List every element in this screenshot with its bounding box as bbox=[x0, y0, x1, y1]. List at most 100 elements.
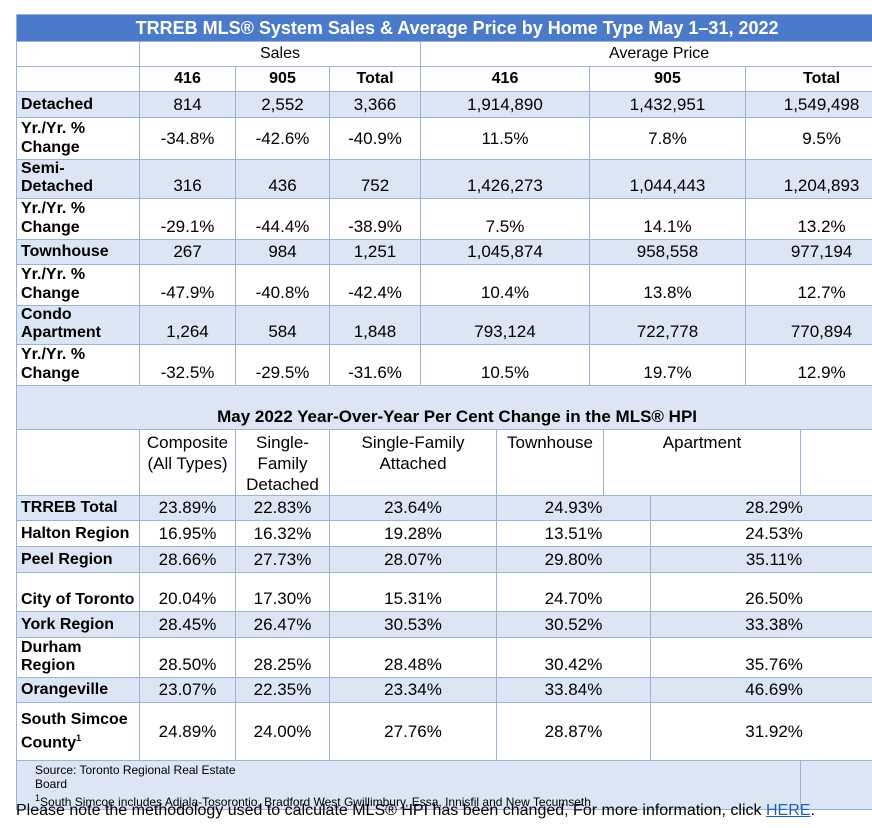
table-cell: -29.1% bbox=[139, 198, 236, 240]
table-cell: 958,558 bbox=[589, 239, 746, 265]
table-cell: 17.30% bbox=[235, 572, 330, 612]
table-row: City of Toronto 20.04% 17.30% 15.31% 24.… bbox=[16, 572, 872, 612]
table-cell: 19.28% bbox=[329, 520, 497, 547]
row-label: Durham Region bbox=[16, 637, 140, 678]
table-cell: 984 bbox=[235, 239, 330, 265]
table-cell: 20.04% bbox=[139, 572, 236, 612]
table-cell: 10.5% bbox=[420, 344, 590, 386]
table-cell: 28.50% bbox=[139, 637, 236, 678]
hpi-section-title: May 2022 Year-Over-Year Per Cent Change … bbox=[15, 385, 872, 430]
col-header-price-total: Total bbox=[744, 66, 872, 92]
row-label: Yr./Yr. % Change bbox=[16, 198, 140, 240]
here-link[interactable]: HERE bbox=[765, 802, 811, 819]
table-cell: 33.84% bbox=[496, 677, 651, 703]
table-cell: 23.64% bbox=[329, 495, 497, 521]
table-cell: 1,432,951 bbox=[589, 91, 746, 118]
table-cell: 26.47% bbox=[235, 611, 330, 638]
table-cell: 46.69% bbox=[649, 677, 872, 703]
table-cell: 15.31% bbox=[329, 572, 497, 612]
table-row: Yr./Yr. % Change -32.5% -29.5% -31.6% 10… bbox=[16, 344, 872, 386]
col-header-price-416: 416 bbox=[420, 66, 590, 92]
table-cell: 1,044,443 bbox=[589, 159, 746, 199]
table-cell: 23.34% bbox=[329, 677, 497, 703]
row-label: Condo Apartment bbox=[16, 305, 140, 345]
table-cell: 26.50% bbox=[649, 572, 872, 612]
table-cell: 24.93% bbox=[496, 495, 651, 521]
hpi-col-header-apartment: Apartment bbox=[603, 429, 801, 496]
row-label: Detached bbox=[16, 91, 140, 118]
table-cell: -42.6% bbox=[235, 117, 330, 160]
row-label: South Simcoe County1 bbox=[16, 702, 140, 761]
table-cell: 28.07% bbox=[329, 546, 497, 573]
hpi-col-header-single-family-attached: Single-Family Attached bbox=[329, 429, 497, 496]
col-header-sales-416: 416 bbox=[139, 66, 236, 92]
table-cell: 7.8% bbox=[589, 117, 746, 160]
table-cell: -44.4% bbox=[235, 198, 330, 240]
table-cell: 11.5% bbox=[420, 117, 590, 160]
table-cell: 13.8% bbox=[589, 264, 746, 306]
table-cell: 814 bbox=[139, 91, 236, 118]
table-cell: -32.5% bbox=[139, 344, 236, 386]
table-row: Townhouse 267 984 1,251 1,045,874 958,55… bbox=[16, 239, 872, 265]
note-end: . bbox=[810, 802, 815, 819]
table-cell: 16.32% bbox=[235, 520, 330, 547]
table-row: Yr./Yr. % Change -34.8% -42.6% -40.9% 11… bbox=[16, 117, 872, 160]
table-cell: 316 bbox=[139, 159, 236, 199]
table-cell: 33.38% bbox=[649, 611, 872, 638]
table-cell: -29.5% bbox=[235, 344, 330, 386]
table-cell: 30.42% bbox=[496, 637, 651, 678]
table-cell: 1,848 bbox=[329, 305, 421, 345]
table-cell: 793,124 bbox=[420, 305, 590, 345]
avg-price-group-header: Average Price bbox=[419, 41, 872, 67]
table-cell: 23.89% bbox=[139, 495, 236, 521]
table-cell: 1,264 bbox=[139, 305, 236, 345]
table-cell: 24.00% bbox=[235, 702, 330, 761]
table-cell: 12.9% bbox=[744, 344, 872, 386]
table-cell: 436 bbox=[235, 159, 330, 199]
table-cell: 35.76% bbox=[649, 637, 872, 678]
empty-cell bbox=[799, 760, 872, 810]
table-cell: 722,778 bbox=[589, 305, 746, 345]
table-cell: 28.87% bbox=[496, 702, 651, 761]
table-row: Detached 814 2,552 3,366 1,914,890 1,432… bbox=[16, 91, 872, 118]
table-cell: 7.5% bbox=[420, 198, 590, 240]
row-label: Halton Region bbox=[16, 520, 140, 547]
methodology-note: Please note the methodology used to calc… bbox=[16, 802, 815, 820]
table-cell: -40.9% bbox=[329, 117, 421, 160]
table-cell: 770,894 bbox=[744, 305, 872, 345]
row-label: Yr./Yr. % Change bbox=[16, 264, 140, 306]
table-cell: 1,204,893 bbox=[744, 159, 872, 199]
table-cell: 22.83% bbox=[235, 495, 330, 521]
corner-cell bbox=[16, 66, 140, 92]
row-label-text: South Simcoe County bbox=[21, 710, 128, 752]
table-cell: -31.6% bbox=[329, 344, 421, 386]
table-cell: 29.80% bbox=[496, 546, 651, 573]
table-cell: 30.52% bbox=[496, 611, 651, 638]
table-cell: 28.45% bbox=[139, 611, 236, 638]
source-line: Source: Toronto Regional Real Estate bbox=[35, 763, 236, 777]
table-cell: 267 bbox=[139, 239, 236, 265]
row-label: Yr./Yr. % Change bbox=[16, 117, 140, 160]
footnote-marker: 1 bbox=[76, 732, 82, 743]
row-label: Townhouse bbox=[16, 239, 140, 265]
table-cell: 22.35% bbox=[235, 677, 330, 703]
col-header-sales-total: Total bbox=[329, 66, 421, 92]
source-footnote-cell: Source: Toronto Regional Real Estate Boa… bbox=[16, 760, 801, 810]
table-row: Condo Apartment 1,264 584 1,848 793,124 … bbox=[16, 305, 872, 345]
table-cell: 24.70% bbox=[496, 572, 651, 612]
footnote-line: 1South Simcoe includes Adjala-Tosorontio… bbox=[35, 791, 796, 809]
row-label: York Region bbox=[16, 611, 140, 638]
table-cell: -47.9% bbox=[139, 264, 236, 306]
table-row: Durham Region 28.50% 28.25% 28.48% 30.42… bbox=[16, 637, 872, 678]
table-title: TRREB MLS® System Sales & Average Price … bbox=[15, 14, 872, 42]
table-cell: 30.53% bbox=[329, 611, 497, 638]
table-cell: 28.48% bbox=[329, 637, 497, 678]
table-row: Halton Region 16.95% 16.32% 19.28% 13.51… bbox=[16, 520, 872, 547]
table-cell: 1,914,890 bbox=[420, 91, 590, 118]
table-row: York Region 28.45% 26.47% 30.53% 30.52% … bbox=[16, 611, 872, 638]
table-cell: -38.9% bbox=[329, 198, 421, 240]
table-row: TRREB Total 23.89% 22.83% 23.64% 24.93% … bbox=[16, 495, 872, 521]
row-label: TRREB Total bbox=[16, 495, 140, 521]
table-row: South Simcoe County1 24.89% 24.00% 27.76… bbox=[16, 702, 872, 761]
